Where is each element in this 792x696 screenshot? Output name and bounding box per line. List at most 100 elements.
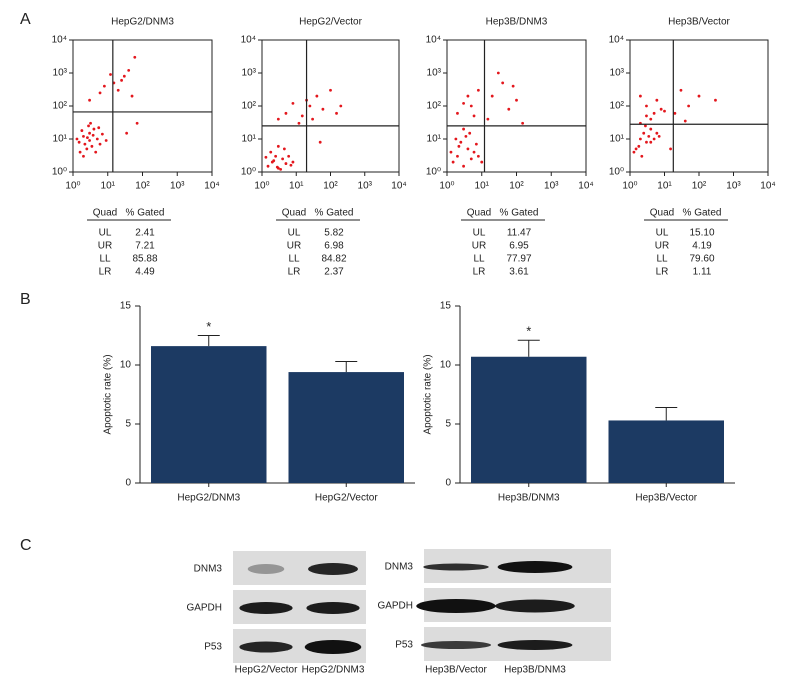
y-tick-label: 10¹ [242,134,257,145]
point [652,111,656,115]
point [697,94,701,98]
blot-band [239,641,293,653]
y-tick-label: 10⁰ [241,167,256,178]
point [315,94,319,98]
blot-row-label: DNM3 [194,564,223,575]
point [469,157,473,161]
significance: * [526,324,531,339]
y-tick-label: 15 [440,301,452,312]
x-tick-label: 10⁰ [65,181,80,192]
blot-band [495,599,575,613]
point [122,74,126,78]
point [289,163,293,167]
point [649,117,653,121]
table-header: Quad [93,208,117,219]
blot-band [304,640,362,654]
x-tick-label: Hep3B/DNM3 [498,493,560,504]
point [456,111,459,115]
plot-title: Hep3B/DNM3 [486,17,548,28]
point [82,154,85,158]
y-tick-label: 5 [445,419,451,430]
point [632,150,636,154]
blot-band [416,599,496,613]
table-cell: 84.82 [321,254,346,265]
point [472,150,476,154]
y-tick-label: 0 [125,478,131,489]
plot-title: HepG2/DNM3 [111,17,174,28]
point [284,111,288,115]
plot-frame [446,39,587,173]
point [127,68,131,72]
point [655,131,659,135]
y-tick-label: 10¹ [427,134,442,145]
point [88,131,91,135]
table-cell: 6.98 [324,241,344,252]
point [300,114,304,118]
point [269,150,273,154]
table-cell: 11.47 [507,228,532,239]
point [642,131,646,135]
point [287,154,291,158]
y-tick-label: 10 [120,360,132,371]
point [98,91,102,95]
point [87,124,90,128]
bar [151,346,267,483]
point [264,155,268,159]
table-cell: 15.10 [689,228,714,239]
table-header: % Gated [500,208,539,219]
x-tick-label: 10² [509,181,524,192]
point [318,140,322,144]
table-cell: LL [656,254,668,265]
table-header: Quad [650,208,674,219]
point [130,94,134,98]
y-tick-label: 10⁴ [52,35,67,46]
point [311,117,314,121]
point [634,147,638,151]
point [109,73,112,76]
table-cell: 3.61 [509,267,529,278]
point [266,164,270,168]
x-tick-label: 10¹ [289,181,304,192]
x-tick-label: 10² [135,181,150,192]
x-tick-label: 10¹ [101,181,116,192]
point [80,129,84,132]
table-cell: UR [472,241,486,252]
point [94,150,98,154]
y-tick-label: 10³ [53,68,68,79]
y-tick-label: 10¹ [610,134,625,145]
panel-label: C [20,537,32,554]
point [462,164,465,168]
blot-lane-label: HepG2/Vector [235,665,298,676]
point [88,98,91,102]
point [645,114,648,118]
blot-row-label: P53 [395,640,413,651]
plot-frame [72,39,213,173]
point [507,107,511,111]
y-tick-label: 10⁰ [426,167,441,178]
point [104,139,108,142]
table-cell: UL [656,228,669,239]
x-tick-label: 10⁴ [204,181,219,192]
table-cell: LR [656,267,669,278]
point [466,147,470,151]
table-cell: 6.95 [509,241,529,252]
blot-row-label: GAPDH [377,601,413,612]
point [480,160,484,164]
point [78,150,82,154]
point [649,140,653,144]
significance: * [206,319,211,334]
point [297,121,301,125]
bar [471,356,587,483]
x-tick-label: 10¹ [657,181,672,192]
x-tick-label: 10⁰ [254,181,269,192]
point [476,154,480,158]
point [459,140,463,144]
point [515,98,518,102]
point [673,111,677,115]
table-cell: 2.41 [135,228,155,239]
point [687,104,691,108]
blot-band [423,563,489,571]
blot-row-label: DNM3 [385,562,414,573]
point [486,117,490,121]
point [469,104,473,108]
